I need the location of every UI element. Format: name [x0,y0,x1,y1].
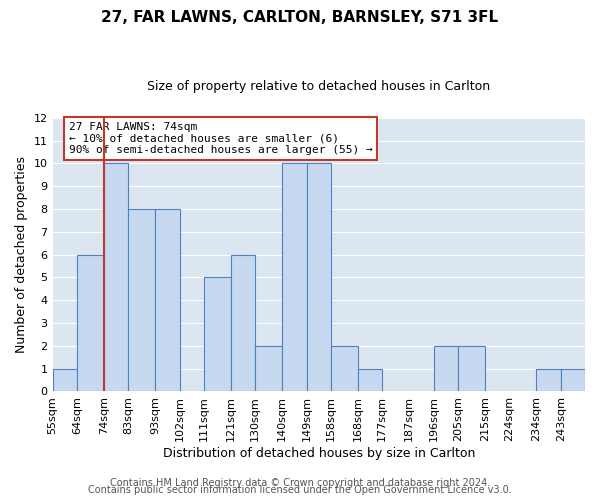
Bar [155,209,179,392]
Bar [282,164,307,392]
Title: Size of property relative to detached houses in Carlton: Size of property relative to detached ho… [147,80,490,93]
Text: Contains public sector information licensed under the Open Government Licence v3: Contains public sector information licen… [88,485,512,495]
Bar [53,368,77,392]
Bar [231,254,255,392]
Text: 27, FAR LAWNS, CARLTON, BARNSLEY, S71 3FL: 27, FAR LAWNS, CARLTON, BARNSLEY, S71 3F… [101,10,499,25]
Text: Contains HM Land Registry data © Crown copyright and database right 2024.: Contains HM Land Registry data © Crown c… [110,478,490,488]
Bar [204,278,231,392]
X-axis label: Distribution of detached houses by size in Carlton: Distribution of detached houses by size … [163,447,475,460]
Bar [331,346,358,392]
Bar [104,164,128,392]
Bar [77,254,104,392]
Bar [128,209,155,392]
Text: 27 FAR LAWNS: 74sqm
← 10% of detached houses are smaller (6)
90% of semi-detache: 27 FAR LAWNS: 74sqm ← 10% of detached ho… [68,122,372,155]
Bar [536,368,560,392]
Y-axis label: Number of detached properties: Number of detached properties [15,156,28,353]
Bar [358,368,382,392]
Bar [458,346,485,392]
Bar [255,346,282,392]
Bar [434,346,458,392]
Bar [307,164,331,392]
Bar [560,368,585,392]
